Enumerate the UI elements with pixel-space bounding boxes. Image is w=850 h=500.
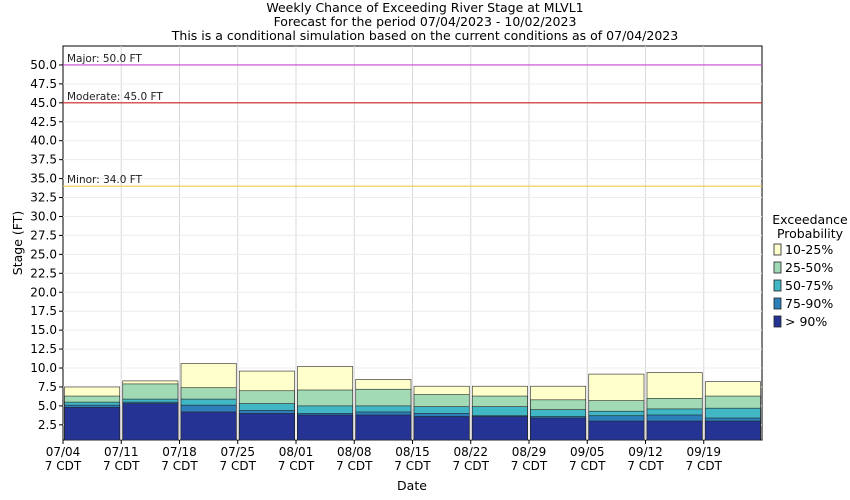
y-tick-label: 35.0 — [30, 172, 57, 186]
bar-segment — [646, 420, 703, 441]
y-tick-label: 15.0 — [30, 323, 57, 337]
y-tick-label: 50.0 — [30, 58, 57, 72]
x-tick-date: 08/15 — [395, 445, 430, 459]
y-tick-label: 2.5 — [38, 418, 57, 432]
threshold-lines: Major: 50.0 FT Moderate: 45.0 FT Minor: 34… — [63, 53, 762, 187]
bar-segment — [64, 407, 121, 441]
x-tick-time: 7 CDT — [336, 459, 373, 473]
legend-swatch — [773, 261, 782, 274]
chart-title: Weekly Chance of Exceeding River Stage a… — [171, 0, 678, 43]
y-axis-ticks: 2.5 5.0 7.5 10.0 12.5 15.0 17.5 20.0 22.5 25.0 27.… — [30, 58, 63, 432]
y-tick-label: 27.5 — [30, 228, 57, 242]
y-tick-label: 37.5 — [30, 153, 57, 167]
x-tick-time: 7 CDT — [394, 459, 431, 473]
bar-segment — [530, 417, 587, 441]
bar-segment — [588, 420, 645, 441]
bar-segment — [180, 411, 237, 441]
bar-segment — [238, 413, 295, 441]
x-tick-time: 7 CDT — [161, 459, 198, 473]
y-tick-label: 22.5 — [30, 266, 57, 280]
x-tick-date: 07/11 — [104, 445, 139, 459]
x-tick-date: 08/08 — [337, 445, 372, 459]
x-tick-time: 7 CDT — [45, 459, 82, 473]
y-tick-label: 12.5 — [30, 342, 57, 356]
legend-label: > 90% — [785, 314, 827, 329]
bar-segment — [704, 420, 761, 441]
y-tick-label: 20.0 — [30, 285, 57, 299]
x-tick-time: 7 CDT — [103, 459, 140, 473]
x-tick-time: 7 CDT — [686, 459, 723, 473]
legend-swatch — [773, 315, 782, 328]
y-tick-label: 7.5 — [38, 380, 57, 394]
y-tick-label: 5.0 — [38, 399, 57, 413]
x-tick-time: 7 CDT — [453, 459, 490, 473]
x-tick-date: 07/25 — [220, 445, 255, 459]
threshold-label: Major: 50.0 FT — [67, 53, 142, 65]
legend: Exceedance Probability 10-25% 25-50% 50-75… — [772, 212, 848, 329]
x-tick-date: 08/29 — [512, 445, 547, 459]
x-tick-date: 08/01 — [279, 445, 314, 459]
title-line-1: Weekly Chance of Exceeding River Stage a… — [266, 0, 583, 15]
title-line-3: This is a conditional simulation based o… — [171, 28, 678, 43]
bars — [64, 363, 761, 441]
legend-title-line-2: Probability — [777, 226, 844, 241]
y-tick-label: 45.0 — [30, 96, 57, 110]
bar-segment — [413, 416, 470, 441]
x-tick-date: 08/22 — [453, 445, 488, 459]
threshold-label: Moderate: 45.0 FT — [67, 91, 163, 103]
x-tick-time: 7 CDT — [511, 459, 548, 473]
threshold-label: Minor: 34.0 FT — [67, 174, 143, 186]
x-tick-time: 7 CDT — [220, 459, 257, 473]
legend-swatch — [773, 279, 782, 292]
bar-segment — [355, 414, 412, 441]
legend-swatch — [773, 243, 782, 256]
y-tick-label: 10.0 — [30, 361, 57, 375]
title-line-2: Forecast for the period 07/04/2023 - 10/… — [274, 14, 577, 29]
x-tick-date: 07/04 — [46, 445, 81, 459]
bar-segment — [297, 414, 354, 441]
y-tick-label: 42.5 — [30, 115, 57, 129]
x-tick-date: 07/18 — [162, 445, 197, 459]
x-tick-date: 09/12 — [628, 445, 663, 459]
legend-label: 50-75% — [785, 278, 833, 293]
y-tick-label: 32.5 — [30, 191, 57, 205]
legend-label: 10-25% — [785, 242, 833, 257]
legend-title-line-1: Exceedance — [772, 212, 848, 227]
y-tick-label: 30.0 — [30, 209, 57, 223]
y-tick-label: 17.5 — [30, 304, 57, 318]
grid-lines — [63, 46, 762, 440]
bar-segment — [471, 416, 528, 441]
bar-segment — [122, 403, 179, 441]
x-tick-time: 7 CDT — [569, 459, 606, 473]
y-tick-label: 25.0 — [30, 247, 57, 261]
legend-label: 75-90% — [785, 296, 833, 311]
x-tick-date: 09/05 — [570, 445, 605, 459]
y-axis-label: Stage (FT) — [10, 211, 25, 275]
legend-swatch — [773, 297, 782, 310]
y-tick-label: 40.0 — [30, 134, 57, 148]
y-tick-label: 47.5 — [30, 77, 57, 91]
x-axis-label: Date — [397, 478, 427, 493]
x-tick-time: 7 CDT — [627, 459, 664, 473]
x-tick-time: 7 CDT — [278, 459, 315, 473]
legend-label: 25-50% — [785, 260, 833, 275]
x-tick-date: 09/19 — [686, 445, 721, 459]
